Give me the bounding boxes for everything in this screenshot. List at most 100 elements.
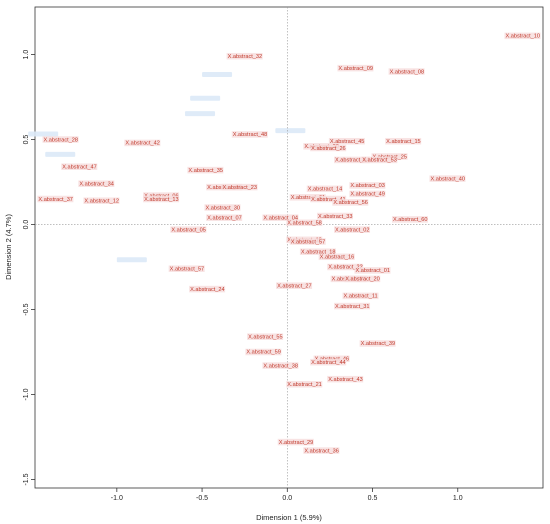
point-label: X.abstract_28 <box>42 136 79 143</box>
point-label-text: X.abstract_37 <box>38 197 73 203</box>
point-label: X.abstract_34 <box>334 156 371 164</box>
point-label: X.abstract_20 <box>344 275 381 283</box>
point-label-bg <box>221 183 258 191</box>
point-label-bg <box>204 204 241 211</box>
point-label: X.abstract_10 <box>504 32 541 40</box>
point-label: X.abstract_57 <box>289 238 326 245</box>
point-label: X.abstract_53 <box>361 156 398 164</box>
y-tick-label: -0.5 <box>23 303 30 315</box>
point-label-text: X.abstract_31 <box>335 304 370 310</box>
point-label: X.abstract_58 <box>286 219 323 227</box>
point-label: X.abstract_41 <box>310 195 347 203</box>
point-label-bg <box>289 238 326 245</box>
point-label-text: X.abstract_20 <box>345 277 380 283</box>
point-label-text: X.abstract_48 <box>233 132 268 138</box>
point-label-bg <box>262 214 299 221</box>
point-label: X.abstract_45 <box>328 137 365 145</box>
point-label-bg <box>385 137 422 145</box>
point-label-bg <box>277 438 314 446</box>
point-label-text: X.abstract_26 <box>311 146 346 152</box>
point-label: X.abstract_61 <box>289 194 326 201</box>
x-tick-label: -1.0 <box>111 495 123 502</box>
point-label-bg <box>42 136 79 143</box>
y-tick-label: -1.5 <box>23 473 30 485</box>
y-tick-label: 0.5 <box>23 135 30 145</box>
point-label-text: X.abstract_29 <box>279 440 314 446</box>
point-label-bg <box>286 381 323 388</box>
point-labels: X.abstract_10 X.abstract_32 X.abstract_09 X… <box>37 32 541 454</box>
point-label: X.abstract_44 <box>310 358 347 366</box>
x-tick-label: 0.5 <box>368 495 378 502</box>
point-label: X.abstract_36 <box>303 447 340 454</box>
point-label-text: X.abstract_28 <box>44 137 79 143</box>
point-label-bg <box>143 192 180 199</box>
point-label-bg <box>337 64 374 72</box>
point-label-text: X.abstract_24 <box>190 287 225 293</box>
faint-label-blobs <box>28 71 306 263</box>
point-label: X.abstract_04 <box>262 214 299 221</box>
point-label: X.abstract_57 <box>168 265 205 272</box>
point-label-bg <box>303 447 340 454</box>
point-label-bg <box>143 195 180 203</box>
point-label-text: X.abstract_02 <box>335 227 370 233</box>
point-label: X.abstract_37 <box>37 195 74 203</box>
point-label: X.abstract_33 <box>316 212 353 220</box>
point-label-text: X.abstract_12 <box>84 198 119 204</box>
point-label: X.abstract_15 <box>385 137 422 145</box>
point-label: X.abstract_23 <box>221 183 258 191</box>
point-label-bg <box>286 219 323 227</box>
point-label-text: X.abstract_36 <box>304 448 339 454</box>
point-label-text: X.abstract_14 <box>308 187 343 193</box>
point-label: X.abstract_32 <box>226 52 263 60</box>
point-label-bg <box>349 182 386 189</box>
point-label-text: X.abstract_56 <box>333 200 368 206</box>
point-label: X.abstract_38 <box>262 362 299 369</box>
x-axis-ticks: -1.0 -0.5 0.0 0.5 1.0 <box>111 488 463 502</box>
point-label-bg <box>37 195 74 203</box>
point-label-text: X.abstract_16 <box>320 255 355 261</box>
faint-blob <box>185 111 216 117</box>
point-label: X.abstract_22 <box>327 263 364 271</box>
point-label-text: X.abstract_34 <box>79 181 114 187</box>
point-label-text: X.abstract_40 <box>430 176 465 182</box>
faint-blob <box>28 131 59 137</box>
point-label-text: X.abstract_49 <box>350 192 385 198</box>
point-label: X.abstract_24 <box>189 285 226 293</box>
point-label-text: X.abstract_43 <box>328 377 363 383</box>
point-label-bg <box>328 137 365 145</box>
point-label-text: X.abstract_22 <box>328 265 363 271</box>
point-label: X.abstract_48 <box>231 131 268 138</box>
point-label-text: X.abstract_44 <box>311 360 346 366</box>
point-label-bg <box>247 333 284 340</box>
point-label-bg <box>318 253 355 261</box>
point-label-bg <box>371 153 408 160</box>
point-label-text: X.abstract_41 <box>311 197 346 203</box>
point-label-bg <box>349 190 386 198</box>
point-label-bg <box>245 348 282 356</box>
point-label-bg <box>276 282 313 289</box>
point-label-bg <box>78 180 115 187</box>
point-label-bg <box>354 267 391 274</box>
point-label-bg <box>289 194 326 201</box>
point-label: X.abstract_09 <box>337 64 374 72</box>
point-label: X.abstract_13 <box>143 195 180 203</box>
faint-blob <box>45 151 76 157</box>
point-label: X.abstract_01 <box>354 267 391 274</box>
point-label: X.abstract_16 <box>318 253 355 261</box>
point-label-text: X.abstract_59 <box>246 350 281 356</box>
point-label-bg <box>359 340 396 347</box>
point-label: X.abstract_59 <box>245 348 282 356</box>
point-label: X.abstract_60 <box>391 216 428 223</box>
point-label: X.abstract_49 <box>349 190 386 198</box>
point-label: X.abstract_05 <box>170 226 207 233</box>
point-label: X.abstract_11 <box>342 292 379 300</box>
point-label: X.abstract_43 <box>327 375 364 383</box>
point-label: X.abstract_03 <box>349 182 386 189</box>
y-axis-title: Dimension 2 (4.7%) <box>4 214 13 280</box>
point-label-bg <box>327 263 364 271</box>
point-label-text: X.abstract_38 <box>263 363 298 369</box>
point-label-bg <box>168 265 205 272</box>
point-label-bg <box>504 32 541 40</box>
point-label-bg <box>262 362 299 369</box>
